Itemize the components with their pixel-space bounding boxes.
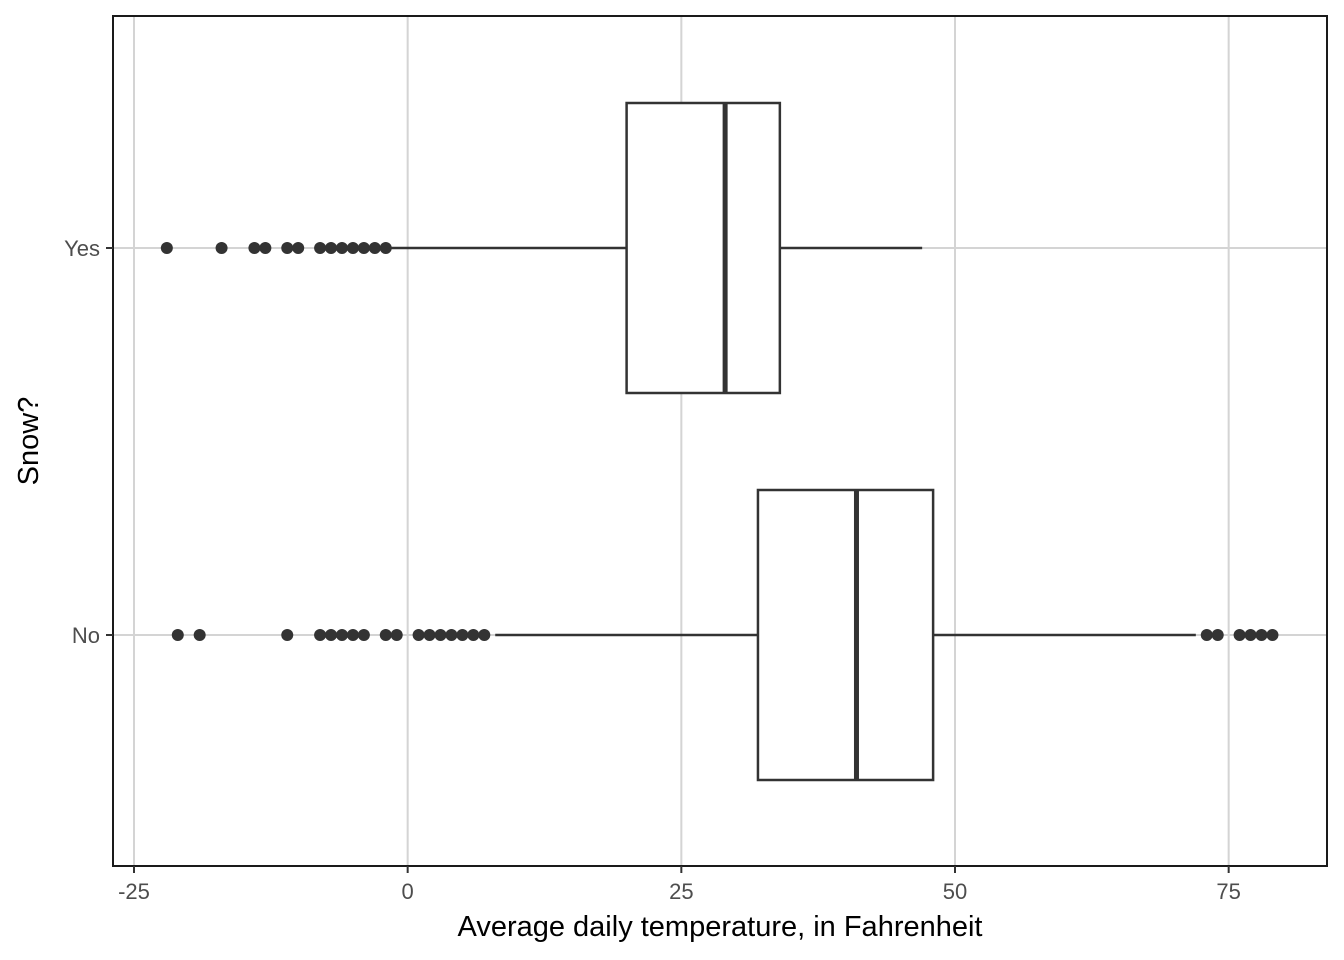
outlier-point <box>1211 629 1224 641</box>
outlier-point <box>357 629 370 641</box>
iqr-box <box>625 101 782 395</box>
x-tick-label: 0 <box>402 879 414 904</box>
outlier-point <box>292 242 305 254</box>
outlier-point <box>171 629 184 641</box>
outlier-point <box>1233 629 1246 641</box>
outlier-point <box>456 629 469 641</box>
outlier-point <box>259 242 272 254</box>
outlier-point <box>434 629 447 641</box>
y-tick-label: Yes <box>64 236 100 261</box>
outlier-point <box>335 629 348 641</box>
outlier-point <box>390 629 403 641</box>
x-tick-label: 50 <box>943 879 967 904</box>
outlier-point <box>215 242 228 254</box>
y-axis-title: Snow? <box>13 397 45 486</box>
outlier-point <box>357 242 370 254</box>
outlier-point <box>281 242 294 254</box>
outlier-point <box>467 629 480 641</box>
axis-layer: -25 0 25 50 75 Yes No <box>64 236 1241 904</box>
outlier-point <box>346 242 359 254</box>
outlier-point <box>1200 629 1213 641</box>
boxplot-no <box>171 488 1279 782</box>
outlier-point <box>335 242 348 254</box>
outlier-point <box>314 629 327 641</box>
outlier-point <box>412 629 425 641</box>
x-tick-label: 75 <box>1216 879 1240 904</box>
mark-layer <box>160 101 1279 782</box>
outlier-point <box>346 629 359 641</box>
boxplot-yes <box>160 101 923 395</box>
outlier-point <box>193 629 206 641</box>
x-tick-label: -25 <box>118 879 150 904</box>
x-axis-title: Average daily temperature, in Fahrenheit <box>458 911 983 943</box>
outlier-point <box>248 242 261 254</box>
outlier-point <box>379 629 392 641</box>
outlier-point <box>325 242 338 254</box>
outlier-point <box>1244 629 1257 641</box>
outlier-point <box>1255 629 1268 641</box>
outlier-point <box>445 629 458 641</box>
panel-border <box>112 15 1328 867</box>
outlier-point <box>368 242 381 254</box>
outlier-point <box>325 629 338 641</box>
outlier-point <box>1266 629 1279 641</box>
iqr-box <box>756 488 935 782</box>
x-tick-label: 25 <box>669 879 693 904</box>
outlier-point <box>281 629 294 641</box>
outlier-point <box>379 242 392 254</box>
outlier-point <box>478 629 491 641</box>
outlier-point <box>160 242 173 254</box>
y-tick-label: No <box>72 623 100 648</box>
outlier-point <box>423 629 436 641</box>
outlier-point <box>314 242 327 254</box>
